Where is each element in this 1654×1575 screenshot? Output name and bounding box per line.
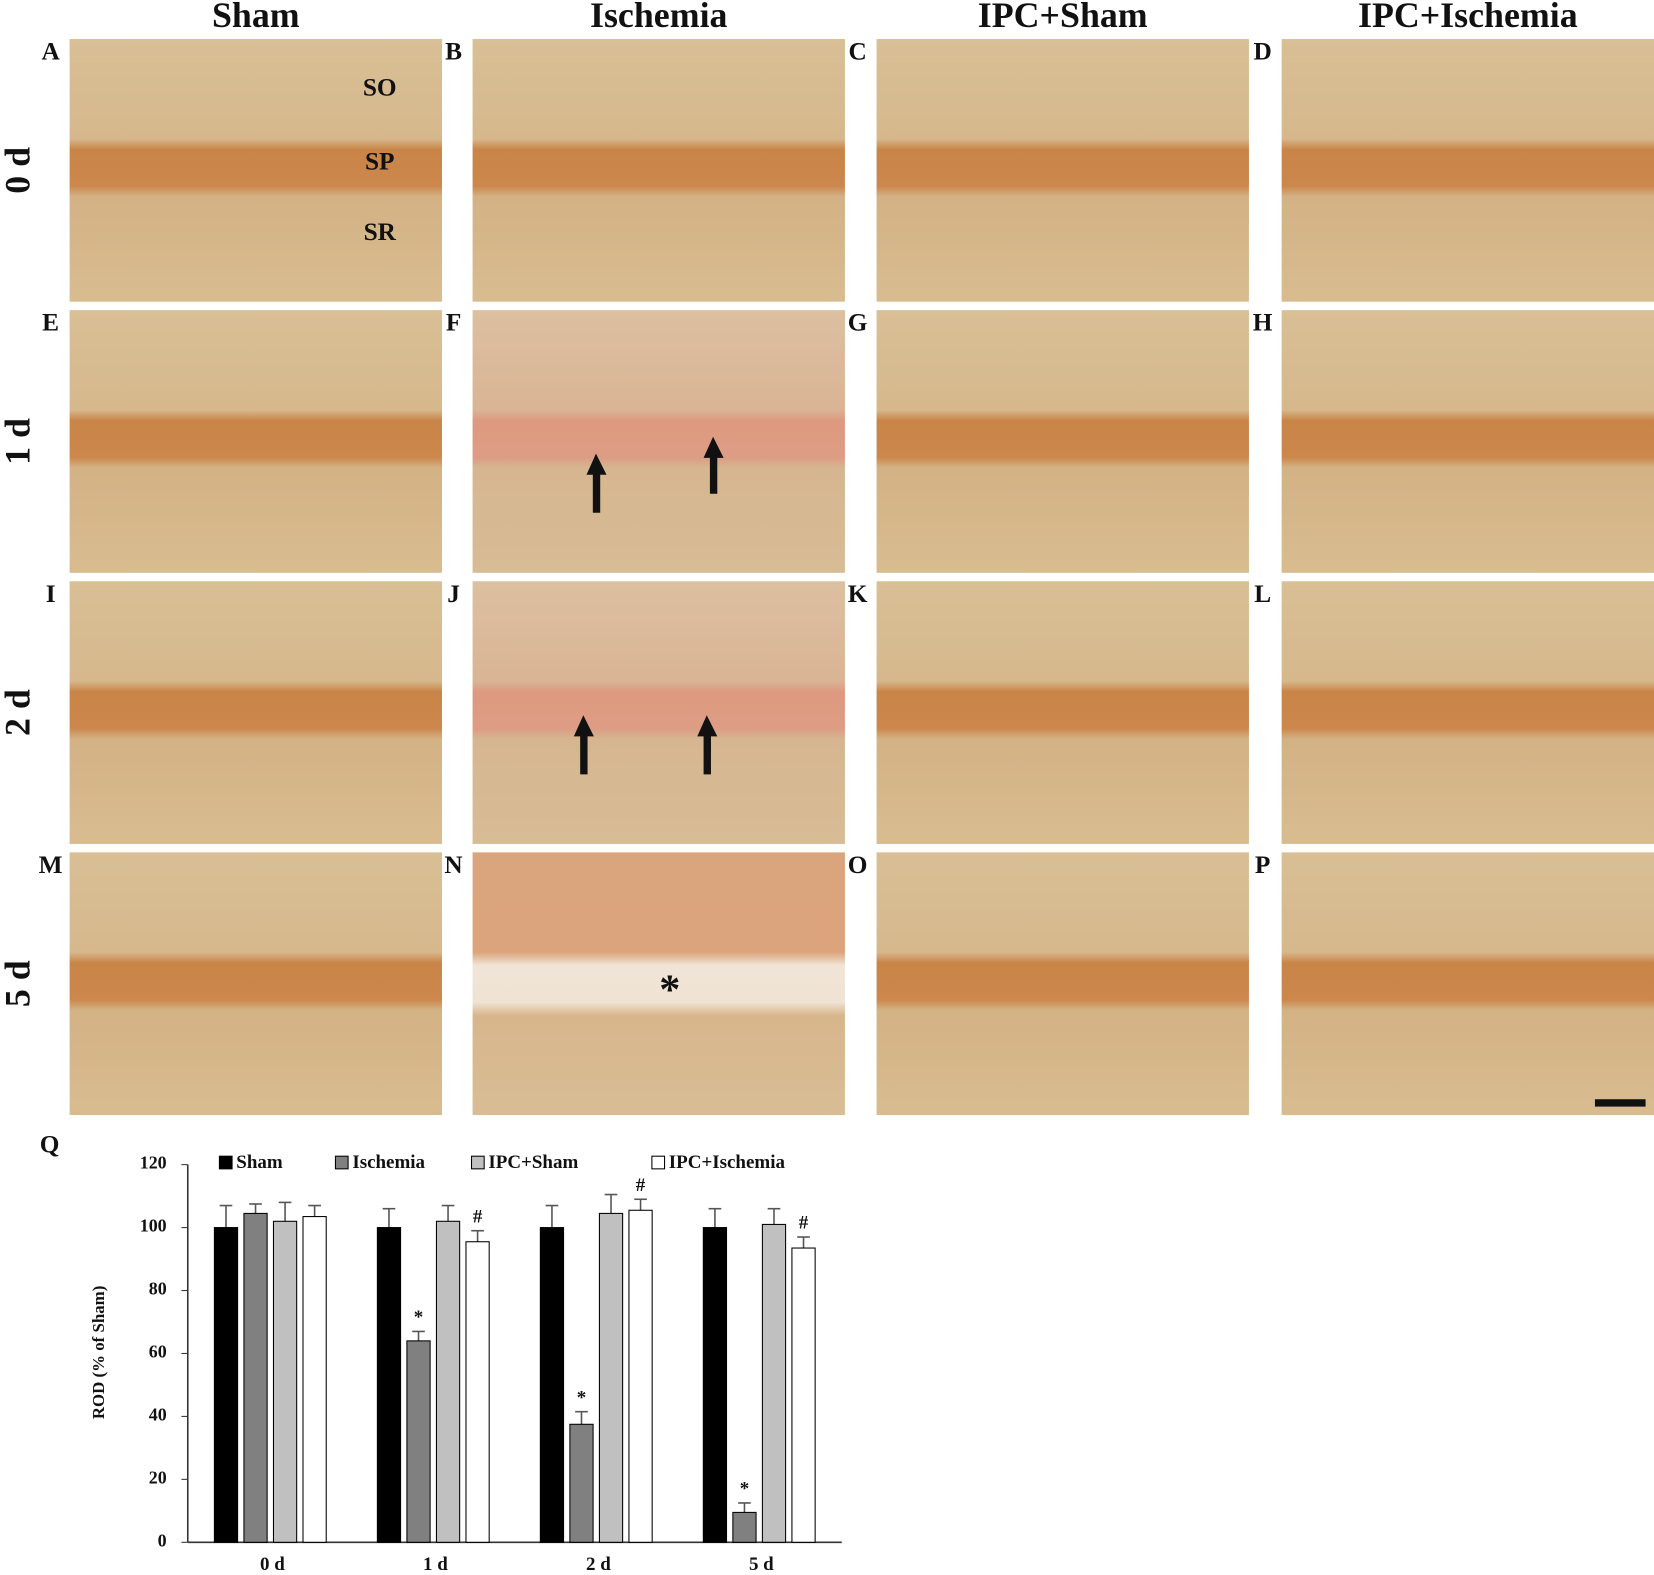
significance-mark: # xyxy=(473,1206,483,1227)
y-tick-label: 20 xyxy=(149,1467,167,1487)
panel-letter: M xyxy=(39,851,63,879)
bar xyxy=(406,1340,431,1543)
layer-label: SP xyxy=(365,147,395,175)
bar xyxy=(435,1220,461,1543)
panel-letter: A xyxy=(41,38,60,66)
panel-letter: F xyxy=(446,309,461,337)
column-header: Ischemia xyxy=(590,0,728,35)
panel-letter: J xyxy=(447,580,460,608)
panel-letter: K xyxy=(848,580,868,608)
panel-letter: D xyxy=(1254,38,1272,66)
column-header: IPC+Ischemia xyxy=(1358,0,1578,35)
micrograph xyxy=(69,852,442,1116)
panel-letter: P xyxy=(1255,851,1270,879)
bar xyxy=(732,1511,757,1543)
legend-swatch xyxy=(651,1155,666,1170)
bar xyxy=(272,1220,298,1543)
row-label: 1 d xyxy=(0,418,37,465)
micrograph xyxy=(1281,852,1654,1116)
bar xyxy=(376,1227,402,1543)
panel-letter: H xyxy=(1253,309,1273,337)
panel-letter: Q xyxy=(40,1131,60,1159)
layer-label: SO xyxy=(363,73,397,101)
micrograph xyxy=(69,310,442,573)
significance-mark: * xyxy=(577,1387,586,1408)
panel-letter: B xyxy=(445,38,462,66)
significance-mark: # xyxy=(636,1175,646,1196)
bar xyxy=(791,1247,816,1543)
micrograph xyxy=(876,852,1249,1116)
micrograph xyxy=(69,39,442,302)
legend-label: IPC+Sham xyxy=(488,1152,578,1173)
y-tick-label: 60 xyxy=(149,1342,167,1362)
bar xyxy=(539,1227,565,1543)
row-label: 2 d xyxy=(0,689,37,736)
micrograph xyxy=(69,581,442,844)
micrograph xyxy=(472,39,845,302)
panel-letter: N xyxy=(444,851,462,879)
micrograph xyxy=(876,310,1249,573)
bar xyxy=(465,1241,490,1543)
panel-letter: L xyxy=(1254,580,1271,608)
x-tick-label: 0 d xyxy=(260,1554,285,1575)
y-tick-label: 120 xyxy=(140,1153,167,1173)
bar xyxy=(302,1216,327,1543)
legend-label: Ischemia xyxy=(352,1152,425,1173)
bar xyxy=(761,1223,787,1543)
column-header: Sham xyxy=(212,0,300,35)
bar xyxy=(598,1212,624,1543)
micrograph xyxy=(1281,581,1654,844)
micrograph xyxy=(472,310,845,573)
bar xyxy=(628,1209,653,1543)
legend-swatch xyxy=(470,1155,485,1170)
legend-label: IPC+Ischemia xyxy=(669,1152,786,1173)
legend-label: Sham xyxy=(236,1152,283,1173)
column-header: IPC+Sham xyxy=(978,0,1148,35)
micrograph xyxy=(472,581,845,844)
legend-swatch xyxy=(218,1155,233,1170)
arrow xyxy=(573,715,594,775)
panel-letter: I xyxy=(46,580,56,608)
legend-swatch xyxy=(334,1155,349,1170)
y-tick-label: 40 xyxy=(149,1405,167,1425)
bar xyxy=(702,1227,728,1543)
micrograph xyxy=(1281,39,1654,302)
micrograph xyxy=(876,39,1249,302)
scale-bar xyxy=(1594,1099,1646,1107)
x-tick-label: 1 d xyxy=(423,1554,448,1575)
row-label: 0 d xyxy=(0,147,37,194)
panel-letter: E xyxy=(42,309,59,337)
arrows xyxy=(573,436,724,775)
significance-mark: * xyxy=(740,1479,749,1500)
arrow xyxy=(586,453,607,513)
y-tick-label: 80 xyxy=(149,1279,167,1299)
significance-mark: * xyxy=(414,1307,423,1328)
bar xyxy=(213,1227,239,1543)
panel-letter: G xyxy=(848,309,868,337)
y-tick-label: 100 xyxy=(140,1216,167,1236)
arrow xyxy=(703,436,724,494)
significance-mark: # xyxy=(799,1213,809,1234)
y-tick-label: 0 xyxy=(158,1530,167,1550)
row-label: 5 d xyxy=(0,960,37,1007)
x-tick-label: 5 d xyxy=(749,1554,774,1575)
y-axis-label: ROD (% of Sham) xyxy=(89,1286,108,1419)
x-tick-label: 2 d xyxy=(586,1554,611,1575)
arrow xyxy=(697,715,718,775)
bar xyxy=(569,1423,594,1543)
micrograph xyxy=(876,581,1249,844)
micrograph xyxy=(1281,310,1654,573)
bar xyxy=(243,1212,268,1543)
panel-letter: C xyxy=(848,38,866,66)
layer-label: SR xyxy=(364,218,397,246)
lesion-mark: * xyxy=(659,966,680,1013)
panel-letter: O xyxy=(848,851,868,879)
micrograph xyxy=(472,852,845,1116)
